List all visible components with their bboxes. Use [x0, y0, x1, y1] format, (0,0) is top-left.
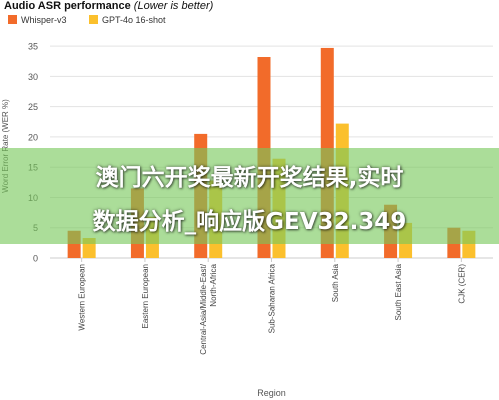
- y-tick-label: 35: [28, 42, 38, 52]
- x-tick-label-line: South East Asia: [394, 263, 403, 320]
- overlay-text-line-2: 数据分析_响应版GEV32.349: [92, 209, 407, 235]
- y-axis-label: Word Error Rate (WER %): [1, 99, 10, 193]
- legend-label-1: GPT-4o 16-shot: [102, 15, 166, 25]
- x-tick-label-line: Sub-Saharan Africa: [268, 263, 277, 333]
- y-tick-label: 20: [28, 132, 38, 142]
- overlay-text-line-1: 澳门六开奖最新开奖结果,实时: [95, 165, 404, 191]
- x-tick-label: Western European: [78, 264, 87, 331]
- x-tick-label-line: South Asia: [331, 263, 340, 302]
- chart-title-note: (Lower is better): [133, 0, 214, 12]
- x-tick-label-line: Central-Asia/Middle-East/: [199, 263, 208, 354]
- x-tick-label: Sub-Saharan Africa: [268, 263, 277, 333]
- y-tick-label: 30: [28, 72, 38, 82]
- x-tick-label: Eastern European: [141, 264, 150, 329]
- legend-swatch-1: [89, 15, 98, 24]
- chart-title-main: Audio ASR performance: [4, 0, 131, 12]
- x-tick-label: South Asia: [331, 263, 340, 302]
- legend-label-0: Whisper-v3: [21, 15, 67, 25]
- x-tick-label: South East Asia: [394, 263, 403, 320]
- x-axis-label: Region: [257, 388, 286, 398]
- chart-title: Audio ASR performance (Lower is better): [4, 0, 213, 12]
- overlay-banner: [0, 148, 499, 244]
- y-tick-label: 0: [33, 254, 38, 264]
- x-tick-label-line: Western European: [78, 264, 87, 331]
- x-tick-label-line: CJK (CER): [457, 264, 466, 304]
- y-tick-label: 25: [28, 102, 38, 112]
- legend-swatch-0: [8, 15, 17, 24]
- x-tick-label-line: Eastern European: [141, 264, 150, 329]
- x-tick-label-line: North-Africa: [209, 263, 218, 306]
- x-tick-label: Central-Asia/Middle-East/North-Africa: [199, 263, 218, 354]
- x-tick-label: CJK (CER): [457, 264, 466, 304]
